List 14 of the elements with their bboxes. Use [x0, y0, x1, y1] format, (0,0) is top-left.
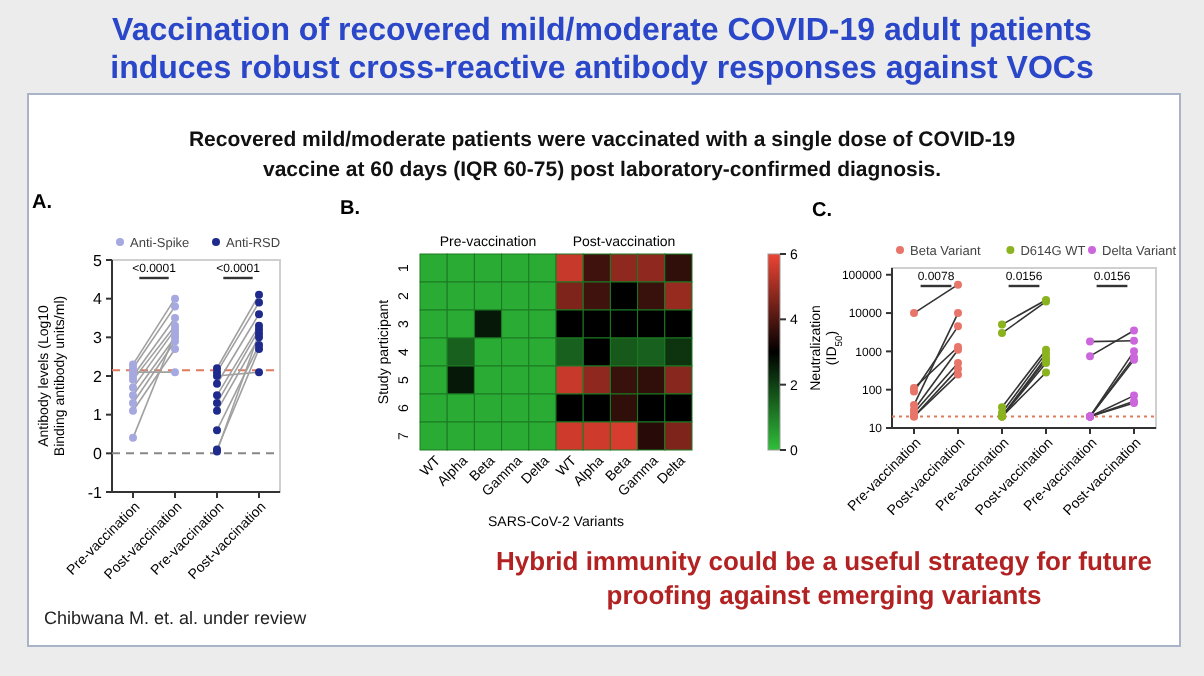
text: Vaccination of recovered mild/moderate COVID-19 adult patients induces robust cross-reactive antibody responses against VOCs	[110, 14, 1094, 86]
chart-title: C.	[812, 200, 833, 222]
y-tick-label: -1	[87, 483, 104, 502]
chart-title: A.	[32, 192, 53, 214]
chart-title: B.	[340, 198, 361, 220]
text: Hybrid immunity could be a useful strategy for future proofing against emerging variants	[496, 546, 1152, 610]
y-tick-label: 1	[93, 406, 104, 425]
y-tick-label: 4	[93, 290, 104, 309]
text: Chibwana M. et. al. under review	[44, 608, 308, 628]
text: Recovered mild/moderate patients were vaccinated with a single dose of COVID-19 vaccine at 60 days (IQR 60-75) post laboratory-confirmed diagnosis.	[188, 128, 1016, 182]
y-tick-label: 3	[93, 328, 104, 347]
y-tick-label: 0	[93, 444, 104, 463]
y-tick-label: 2	[93, 367, 104, 386]
y-tick-label: 5	[93, 251, 104, 270]
